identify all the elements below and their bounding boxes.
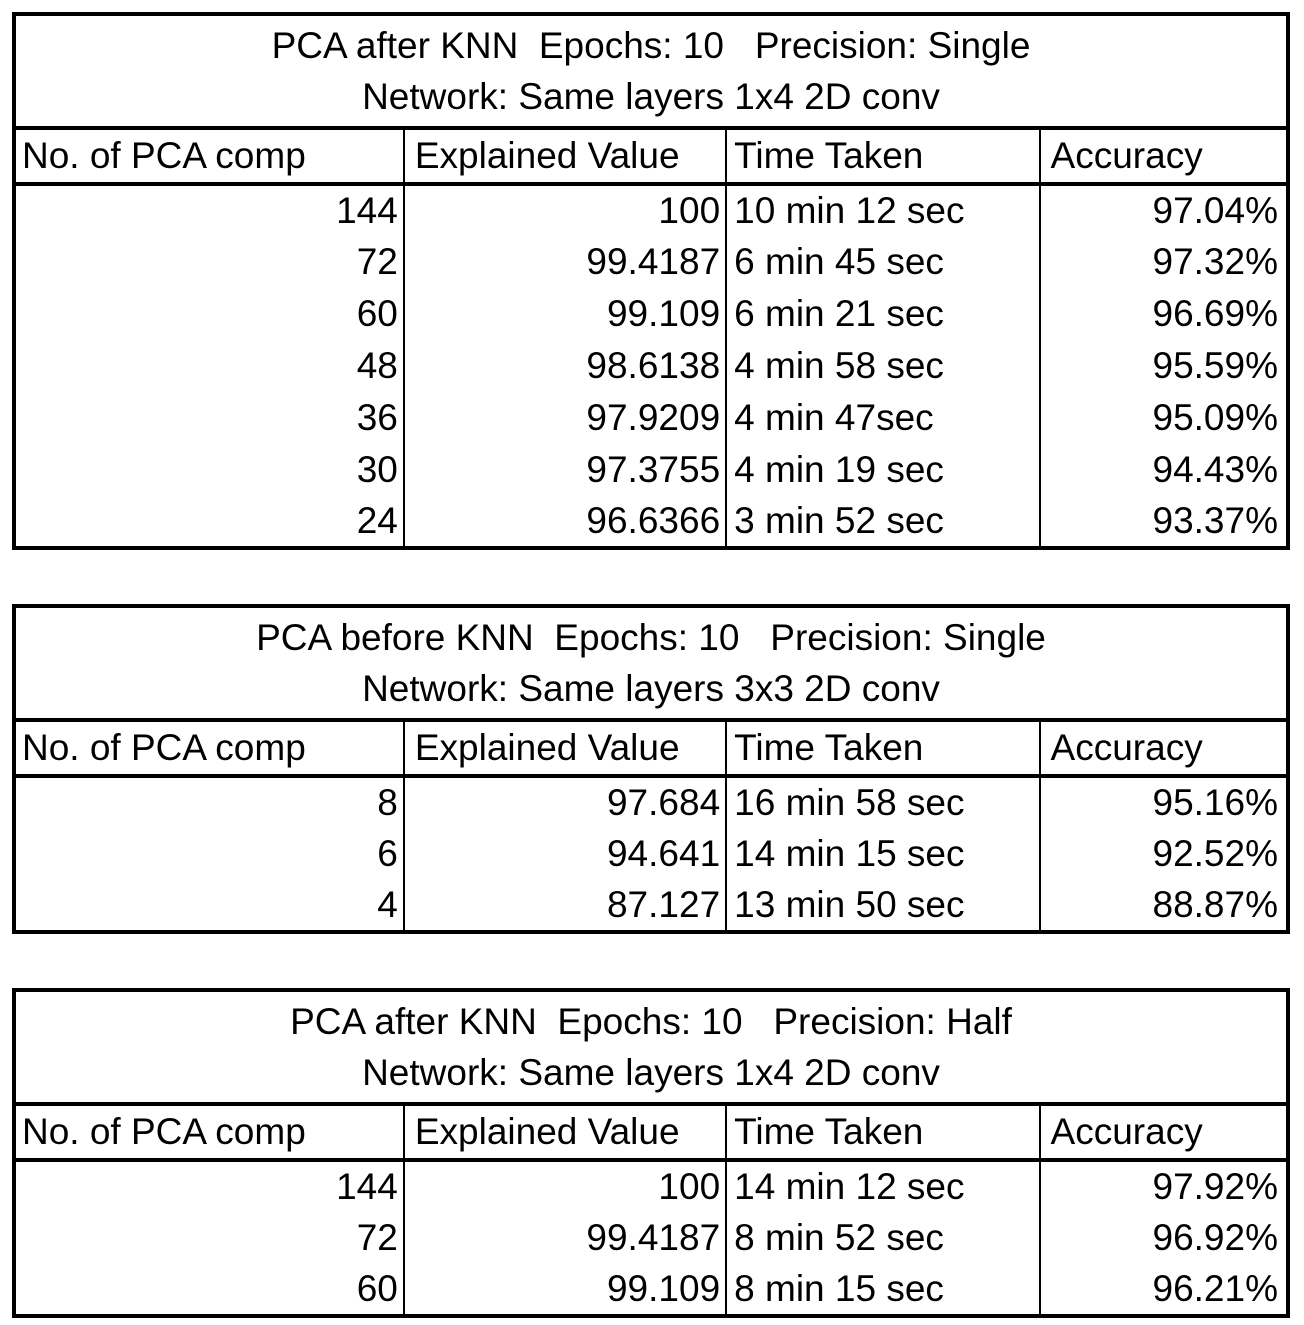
table-cell-accuracy: 97.92% <box>1038 1160 1288 1212</box>
table-cell-explained-value: 100 <box>402 1160 727 1212</box>
table-cell-no-of-pca-comp: 8 <box>377 782 398 823</box>
table-cell-no-of-pca-comp: 36 <box>356 397 398 438</box>
table-cell-explained-value: 99.109 <box>402 288 727 340</box>
table-cell-accuracy: 95.16% <box>1038 776 1288 828</box>
table-cell-accuracy: 96.21% <box>1038 1264 1288 1316</box>
table-cell-no-of-pca-comp: 48 <box>356 345 398 386</box>
table-title: PCA before KNN Epochs: 10 Precision: Sin… <box>256 617 1046 658</box>
table-cell-accuracy: 96.69% <box>1038 288 1288 340</box>
table-row: 48 98.6138 4 min 58 sec 95.59% <box>14 340 1288 392</box>
header-row: No. of PCA comp Explained Value Time Taken… <box>14 128 1288 186</box>
table-title-cell: PCA before KNN Epochs: 10 Precision: Sin… <box>14 606 1288 722</box>
header-row: No. of PCA comp Explained Value Time Taken… <box>14 720 1288 778</box>
table-cell-time-taken: 10 min 12 sec <box>725 184 1040 236</box>
table-row: 72 99.4187 6 min 45 sec 97.32% <box>14 236 1288 288</box>
table-cell-accuracy: 95.09% <box>1038 392 1288 444</box>
column-header-no-of-pca-comp: No. of PCA comp <box>14 128 404 186</box>
column-header-explained-value: Explained Value <box>402 128 727 186</box>
column-header-time-taken: Time Taken <box>725 1104 1040 1162</box>
table-cell-explained-value: 87.127 <box>402 880 727 932</box>
tables-container: PCA after KNN Epochs: 10 Precision: Sing… <box>12 12 1290 1318</box>
table-cell-no-of-pca-comp: 24 <box>356 500 398 541</box>
table-cell-accuracy: 96.92% <box>1038 1212 1288 1264</box>
table-row: 36 97.9209 4 min 47sec 95.09% <box>14 392 1288 444</box>
table-row: 8 97.684 16 min 58 sec 95.16% <box>14 776 1288 828</box>
table-row: 24 96.6366 3 min 52 sec 93.37% <box>14 496 1288 548</box>
table-cell-time-taken: 3 min 52 sec <box>725 496 1040 548</box>
table-cell-explained-value: 99.4187 <box>402 236 727 288</box>
table-cell-time-taken: 4 min 58 sec <box>725 340 1040 392</box>
table-row: 60 99.109 6 min 21 sec 96.69% <box>14 288 1288 340</box>
table-cell-no-of-pca-comp: 6 <box>377 833 398 874</box>
table-cell-explained-value: 96.6366 <box>402 496 727 548</box>
column-header-no-of-pca-comp: No. of PCA comp <box>14 720 404 778</box>
table-subtitle: Network: Same layers 1x4 2D conv <box>362 1052 940 1093</box>
table-body: 144 100 10 min 12 sec 97.04% 72 99.4187 6 min … <box>14 184 1288 548</box>
table-title-cell: PCA after KNN Epochs: 10 Precision: Sing… <box>14 14 1288 130</box>
table-cell-accuracy: 97.04% <box>1038 184 1288 236</box>
table-cell-accuracy: 88.87% <box>1038 880 1288 932</box>
table-cell-accuracy: 94.43% <box>1038 444 1288 496</box>
column-header-accuracy: Accuracy <box>1038 128 1288 186</box>
column-header-explained-value: Explained Value <box>402 1104 727 1162</box>
table-cell-explained-value: 99.109 <box>402 1264 727 1316</box>
table-cell-accuracy: 92.52% <box>1038 828 1288 880</box>
table-subtitle: Network: Same layers 1x4 2D conv <box>362 76 940 117</box>
table-row: 6 94.641 14 min 15 sec 92.52% <box>14 828 1288 880</box>
table-cell-time-taken: 4 min 47sec <box>725 392 1040 444</box>
table-cell-no-of-pca-comp: 30 <box>356 449 398 490</box>
table-row: 4 87.127 13 min 50 sec 88.87% <box>14 880 1288 932</box>
title-row: PCA before KNN Epochs: 10 Precision: Sin… <box>14 606 1288 722</box>
table-row: 72 99.4187 8 min 52 sec 96.92% <box>14 1212 1288 1264</box>
results-table-pca-after-knn-half: PCA after KNN Epochs: 10 Precision: Half… <box>12 988 1290 1318</box>
table-row: 60 99.109 8 min 15 sec 96.21% <box>14 1264 1288 1316</box>
table-cell-no-of-pca-comp: 144 <box>336 1166 398 1207</box>
table-title: PCA after KNN Epochs: 10 Precision: Sing… <box>271 25 1031 66</box>
column-header-time-taken: Time Taken <box>725 128 1040 186</box>
table-row: 30 97.3755 4 min 19 sec 94.43% <box>14 444 1288 496</box>
table-cell-time-taken: 13 min 50 sec <box>725 880 1040 932</box>
table-row: 144 100 14 min 12 sec 97.92% <box>14 1160 1288 1212</box>
table-cell-time-taken: 6 min 45 sec <box>725 236 1040 288</box>
table-cell-time-taken: 8 min 15 sec <box>725 1264 1040 1316</box>
table-cell-explained-value: 100 <box>402 184 727 236</box>
results-table-pca-after-knn-single: PCA after KNN Epochs: 10 Precision: Sing… <box>12 12 1290 550</box>
column-header-no-of-pca-comp: No. of PCA comp <box>14 1104 404 1162</box>
header-row: No. of PCA comp Explained Value Time Taken… <box>14 1104 1288 1162</box>
column-header-accuracy: Accuracy <box>1038 1104 1288 1162</box>
table-cell-accuracy: 93.37% <box>1038 496 1288 548</box>
results-table-pca-before-knn-single: PCA before KNN Epochs: 10 Precision: Sin… <box>12 604 1290 934</box>
table-row: 144 100 10 min 12 sec 97.04% <box>14 184 1288 236</box>
table-title-cell: PCA after KNN Epochs: 10 Precision: Half… <box>14 990 1288 1106</box>
table-cell-time-taken: 14 min 12 sec <box>725 1160 1040 1212</box>
table-cell-explained-value: 97.9209 <box>402 392 727 444</box>
title-row: PCA after KNN Epochs: 10 Precision: Half… <box>14 990 1288 1106</box>
table-body: 144 100 14 min 12 sec 97.92% 72 99.4187 8 min … <box>14 1160 1288 1316</box>
table-cell-time-taken: 16 min 58 sec <box>725 776 1040 828</box>
table-cell-time-taken: 6 min 21 sec <box>725 288 1040 340</box>
table-cell-accuracy: 97.32% <box>1038 236 1288 288</box>
table-cell-no-of-pca-comp: 144 <box>336 190 398 231</box>
table-cell-explained-value: 99.4187 <box>402 1212 727 1264</box>
table-cell-explained-value: 97.684 <box>402 776 727 828</box>
table-subtitle: Network: Same layers 3x3 2D conv <box>362 668 940 709</box>
table-cell-explained-value: 98.6138 <box>402 340 727 392</box>
table-cell-time-taken: 14 min 15 sec <box>725 828 1040 880</box>
table-cell-no-of-pca-comp: 60 <box>356 1268 398 1309</box>
table-cell-no-of-pca-comp: 72 <box>356 1217 398 1258</box>
table-cell-time-taken: 4 min 19 sec <box>725 444 1040 496</box>
table-title: PCA after KNN Epochs: 10 Precision: Half <box>290 1001 1012 1042</box>
title-row: PCA after KNN Epochs: 10 Precision: Sing… <box>14 14 1288 130</box>
column-header-accuracy: Accuracy <box>1038 720 1288 778</box>
table-cell-accuracy: 95.59% <box>1038 340 1288 392</box>
table-cell-time-taken: 8 min 52 sec <box>725 1212 1040 1264</box>
column-header-explained-value: Explained Value <box>402 720 727 778</box>
table-cell-explained-value: 94.641 <box>402 828 727 880</box>
table-cell-no-of-pca-comp: 72 <box>356 241 398 282</box>
table-cell-no-of-pca-comp: 4 <box>377 884 398 925</box>
table-body: 8 97.684 16 min 58 sec 95.16% 6 94.641 14 min … <box>14 776 1288 932</box>
table-cell-explained-value: 97.3755 <box>402 444 727 496</box>
table-cell-no-of-pca-comp: 60 <box>356 293 398 334</box>
column-header-time-taken: Time Taken <box>725 720 1040 778</box>
